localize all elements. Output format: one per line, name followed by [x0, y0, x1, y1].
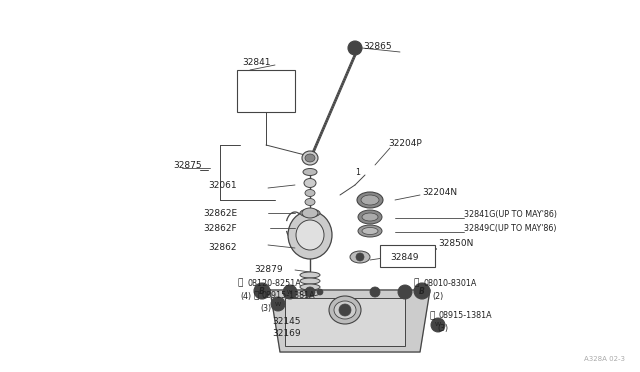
Text: 08010-8301A: 08010-8301A — [424, 279, 477, 288]
Ellipse shape — [304, 179, 316, 187]
Text: 32169: 32169 — [272, 328, 301, 337]
Circle shape — [286, 288, 294, 296]
Circle shape — [401, 288, 409, 296]
Text: 08120-8251A: 08120-8251A — [248, 279, 301, 288]
Text: 32841: 32841 — [242, 58, 271, 67]
Text: (3): (3) — [260, 304, 271, 312]
Text: B: B — [419, 286, 425, 295]
Text: Ⓦ: Ⓦ — [430, 311, 435, 321]
Text: (3): (3) — [437, 324, 448, 333]
Text: 32849C(UP TO MAY'86): 32849C(UP TO MAY'86) — [464, 224, 557, 232]
Circle shape — [348, 41, 362, 55]
Circle shape — [356, 253, 364, 261]
Text: 08915-1381A: 08915-1381A — [262, 292, 316, 301]
Text: 32204N: 32204N — [422, 187, 457, 196]
Text: 32862E: 32862E — [203, 208, 237, 218]
Text: B: B — [259, 286, 265, 295]
Circle shape — [254, 283, 270, 299]
Text: 32204P: 32204P — [388, 138, 422, 148]
Text: W: W — [435, 323, 441, 327]
Text: 32841G(UP TO MAY'86): 32841G(UP TO MAY'86) — [464, 209, 557, 218]
Ellipse shape — [334, 301, 356, 319]
Circle shape — [370, 287, 380, 297]
Bar — [285, 298, 405, 346]
Ellipse shape — [305, 199, 315, 205]
Bar — [380, 245, 435, 267]
Circle shape — [352, 45, 358, 51]
Ellipse shape — [358, 225, 382, 237]
Circle shape — [339, 304, 351, 316]
Text: 1: 1 — [355, 167, 360, 176]
Circle shape — [398, 285, 412, 299]
Ellipse shape — [300, 209, 320, 217]
Ellipse shape — [357, 192, 383, 208]
Ellipse shape — [305, 189, 315, 196]
Ellipse shape — [350, 251, 370, 263]
Text: Ⓑ: Ⓑ — [238, 279, 243, 288]
Ellipse shape — [358, 210, 382, 224]
Ellipse shape — [300, 272, 320, 278]
Text: A328A 02-3: A328A 02-3 — [584, 356, 625, 362]
Text: 32865: 32865 — [363, 42, 392, 51]
Ellipse shape — [296, 220, 324, 250]
Text: 32849: 32849 — [390, 253, 419, 263]
Circle shape — [414, 283, 430, 299]
Bar — [237, 70, 295, 112]
Text: 32145: 32145 — [272, 317, 301, 327]
Circle shape — [317, 289, 323, 295]
Text: W: W — [287, 289, 292, 295]
Text: Ⓦ: Ⓦ — [253, 292, 259, 301]
Circle shape — [305, 287, 315, 297]
Ellipse shape — [361, 195, 379, 205]
Text: 32061: 32061 — [209, 180, 237, 189]
Ellipse shape — [329, 296, 361, 324]
Ellipse shape — [305, 154, 315, 162]
Ellipse shape — [300, 284, 320, 290]
Polygon shape — [270, 290, 430, 352]
Ellipse shape — [288, 211, 332, 259]
Ellipse shape — [302, 208, 318, 218]
Ellipse shape — [303, 169, 317, 176]
Text: 32875: 32875 — [173, 160, 202, 170]
Text: 08915-1381A: 08915-1381A — [439, 311, 493, 321]
Text: 32862F: 32862F — [204, 224, 237, 232]
Ellipse shape — [300, 290, 320, 296]
Ellipse shape — [362, 213, 378, 221]
Circle shape — [283, 285, 297, 299]
Text: 32862: 32862 — [209, 244, 237, 253]
Ellipse shape — [302, 151, 318, 165]
Ellipse shape — [300, 278, 320, 284]
Circle shape — [271, 297, 285, 311]
Text: (2): (2) — [432, 292, 444, 301]
Text: 32879: 32879 — [254, 264, 283, 273]
Text: (4): (4) — [240, 292, 251, 301]
Circle shape — [431, 318, 445, 332]
Text: W: W — [275, 301, 281, 307]
Text: Ⓑ: Ⓑ — [414, 279, 419, 288]
Ellipse shape — [362, 228, 378, 234]
Text: 32850N: 32850N — [438, 240, 474, 248]
